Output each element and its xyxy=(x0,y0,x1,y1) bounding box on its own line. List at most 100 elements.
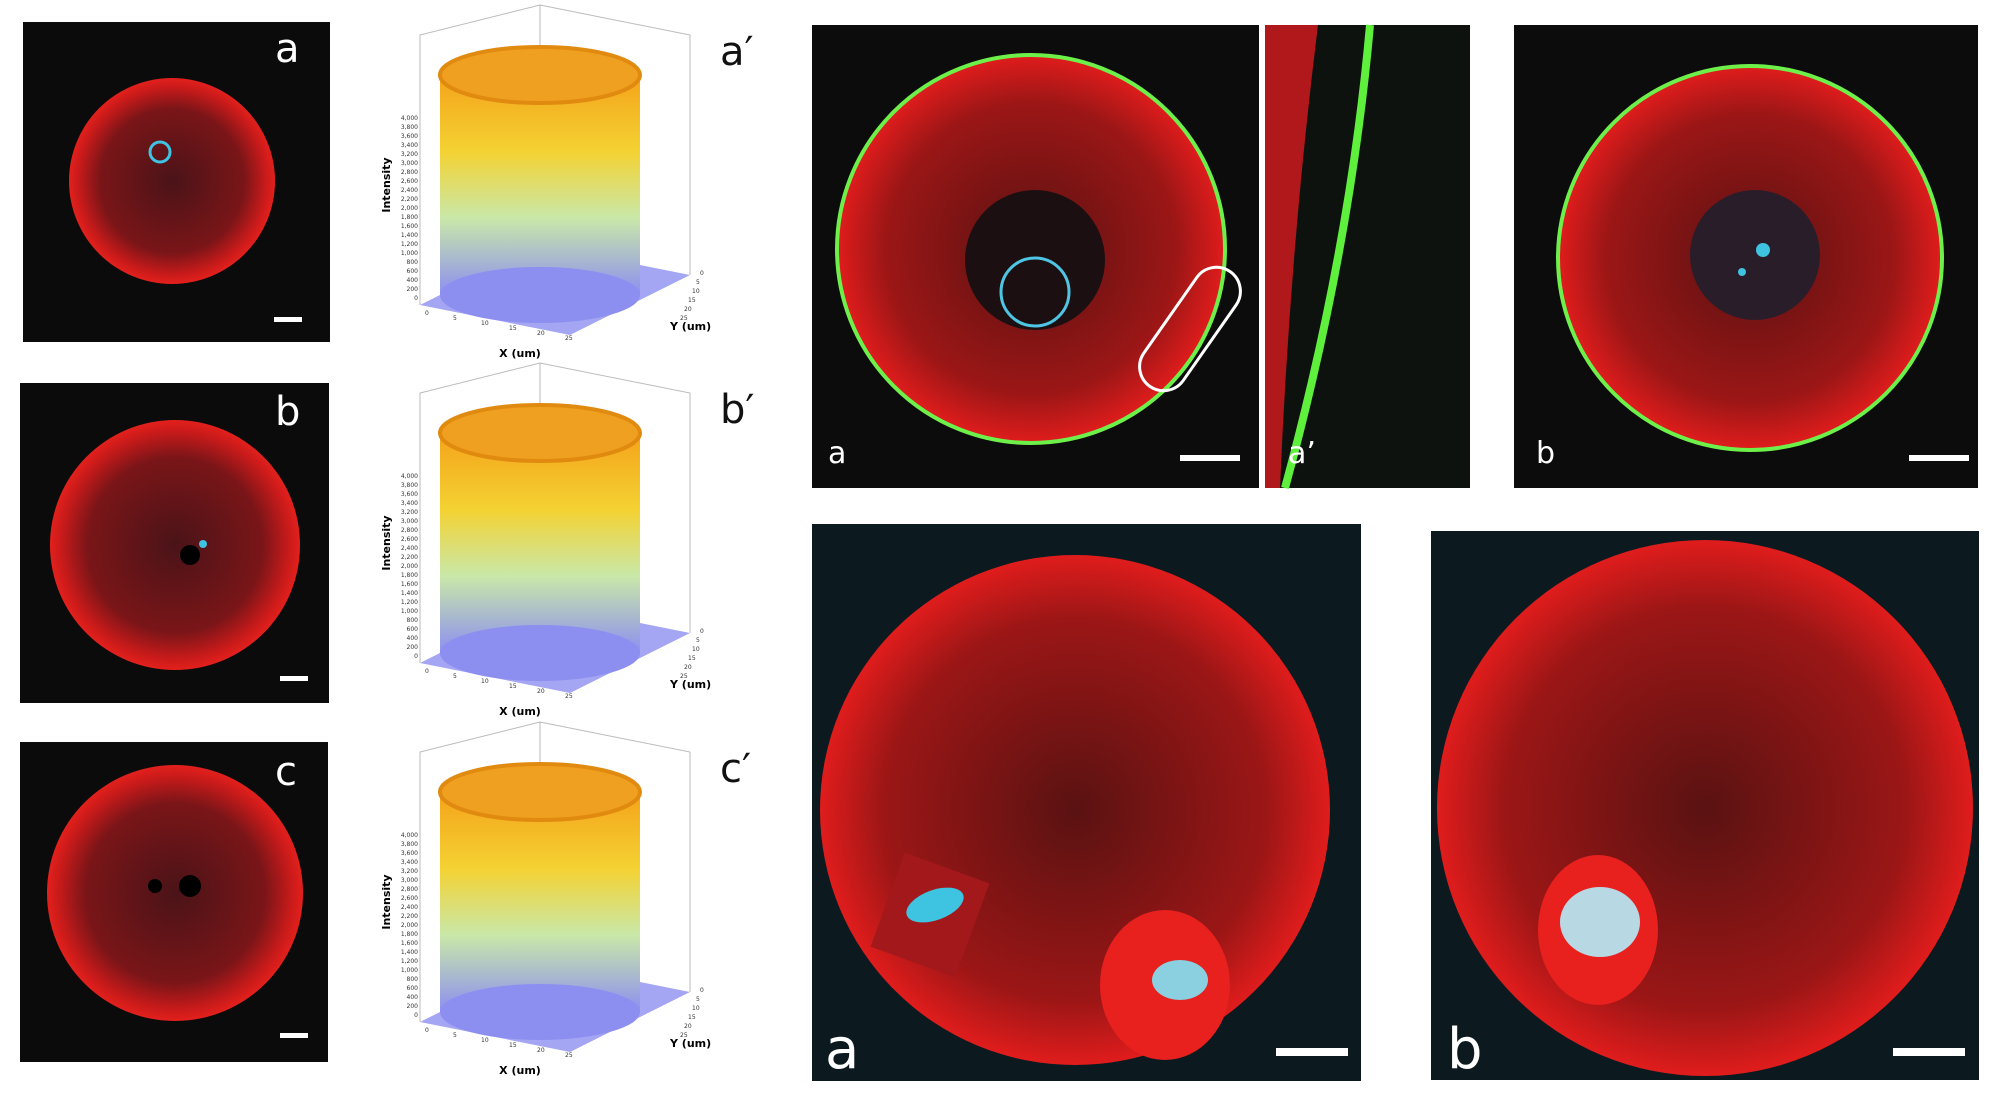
panel-label: a xyxy=(275,26,300,72)
intensity-tick-label: 1,200 xyxy=(401,958,418,965)
x-tick-label: 10 xyxy=(481,320,489,327)
intensity-tick-label: 2,600 xyxy=(401,178,418,185)
intensity-tick-label: 3,800 xyxy=(401,482,418,489)
y-axis-title: Intensity xyxy=(380,874,393,929)
intensity-tick-label: 2,000 xyxy=(401,205,418,212)
intensity-tick-label: 2,200 xyxy=(401,554,418,561)
intensity-tick-label: 1,600 xyxy=(401,581,418,588)
intensity-tick-label: 1,800 xyxy=(401,572,418,579)
x-tick-label: 0 xyxy=(425,1027,429,1034)
intensity-tick-label: 600 xyxy=(407,268,419,275)
intensity-tick-label: 800 xyxy=(407,259,419,266)
intensity-tick-label: 3,400 xyxy=(401,500,418,507)
x-tick-label: 5 xyxy=(453,1032,457,1039)
top-image-b xyxy=(1514,25,1978,488)
intensity-tick-label: 4,000 xyxy=(401,832,418,839)
intensity-tick-label: 3,600 xyxy=(401,850,418,857)
y-tick-label: 20 xyxy=(684,306,692,313)
intensity-tick-label: 2,400 xyxy=(401,187,418,194)
intensity-tick-label: 3,400 xyxy=(401,859,418,866)
x-tick-label: 10 xyxy=(481,1037,489,1044)
intensity-plots: 02004006008001,0001,2001,4001,6001,8002,… xyxy=(380,4,711,1077)
x-tick-label: 0 xyxy=(425,310,429,317)
intensity-tick-label: 2,000 xyxy=(401,922,418,929)
panel-label: c′ xyxy=(720,746,751,792)
y-tick-label: 10 xyxy=(692,1005,700,1012)
x-axis-title: X (um) xyxy=(499,705,541,718)
intensity-tick-label: 3,200 xyxy=(401,868,418,875)
intensity-tick-label: 0 xyxy=(414,1012,418,1019)
intensity-tick-label: 3,800 xyxy=(401,841,418,848)
z-axis-title: Y (um) xyxy=(669,1037,711,1050)
x-tick-label: 20 xyxy=(537,1047,545,1054)
intensity-tick-label: 1,800 xyxy=(401,214,418,221)
x-tick-label: 25 xyxy=(565,693,573,700)
cylinder-bottom xyxy=(440,267,640,323)
intensity-tick-label: 1,000 xyxy=(401,967,418,974)
x-axis-title: X (um) xyxy=(499,347,541,360)
intensity-tick-label: 200 xyxy=(407,1003,419,1010)
x-tick-label: 0 xyxy=(425,668,429,675)
x-tick-label: 25 xyxy=(565,335,573,342)
intensity-tick-label: 3,000 xyxy=(401,518,418,525)
x-tick-label: 15 xyxy=(509,325,517,332)
x-axis-title: X (um) xyxy=(499,1064,541,1077)
y-tick-label: 25 xyxy=(680,673,688,680)
panel-label: b xyxy=(275,389,300,435)
x-tick-label: 5 xyxy=(453,673,457,680)
cylinder-bottom xyxy=(440,625,640,681)
panel-label: a xyxy=(828,436,846,471)
y-tick-label: 10 xyxy=(692,288,700,295)
panel-label: b′ xyxy=(720,387,754,433)
intensity-tick-label: 2,800 xyxy=(401,886,418,893)
intensity-tick-label: 400 xyxy=(407,994,419,1001)
intensity-tick-label: 1,200 xyxy=(401,241,418,248)
intensity-tick-label: 3,000 xyxy=(401,160,418,167)
intensity-tick-label: 2,600 xyxy=(401,536,418,543)
top-image-a xyxy=(812,25,1259,488)
intensity-tick-label: 2,200 xyxy=(401,913,418,920)
y-tick-label: 15 xyxy=(688,1014,696,1021)
intensity-tick-label: 4,000 xyxy=(401,115,418,122)
intensity-tick-label: 600 xyxy=(407,985,419,992)
x-tick-label: 15 xyxy=(509,1042,517,1049)
panel-label: a’ xyxy=(1288,436,1316,471)
intensity-tick-label: 400 xyxy=(407,635,419,642)
intensity-tick-label: 800 xyxy=(407,617,419,624)
intensity-tick-label: 0 xyxy=(414,295,418,302)
intensity-tick-label: 1,200 xyxy=(401,599,418,606)
z-axis-title: Y (um) xyxy=(669,678,711,691)
cylinder-body xyxy=(440,75,640,295)
intensity-tick-label: 200 xyxy=(407,644,419,651)
intensity-tick-label: 2,000 xyxy=(401,563,418,570)
intensity-tick-label: 1,400 xyxy=(401,949,418,956)
intensity-tick-label: 3,600 xyxy=(401,491,418,498)
y-tick-label: 5 xyxy=(696,996,700,1003)
y-tick-label: 0 xyxy=(700,270,704,277)
y-tick-label: 15 xyxy=(688,655,696,662)
intensity-tick-label: 1,600 xyxy=(401,940,418,947)
intensity-tick-label: 2,800 xyxy=(401,169,418,176)
intensity-plot: 02004006008001,0001,2001,4001,6001,8002,… xyxy=(380,721,711,1077)
intensity-tick-label: 1,000 xyxy=(401,608,418,615)
x-tick-label: 20 xyxy=(537,330,545,337)
bottom-image-b xyxy=(1431,531,1979,1080)
y-tick-label: 20 xyxy=(684,1023,692,1030)
intensity-tick-label: 200 xyxy=(407,286,419,293)
intensity-tick-label: 3,200 xyxy=(401,151,418,158)
intensity-tick-label: 3,200 xyxy=(401,509,418,516)
x-tick-label: 5 xyxy=(453,315,457,322)
panel-label: c xyxy=(275,749,297,795)
left-image-c xyxy=(20,742,328,1062)
y-tick-label: 15 xyxy=(688,297,696,304)
cylinder-top xyxy=(438,403,642,463)
intensity-tick-label: 2,400 xyxy=(401,904,418,911)
intensity-tick-label: 1,000 xyxy=(401,250,418,257)
intensity-tick-label: 3,800 xyxy=(401,124,418,131)
bottom-image-a xyxy=(812,524,1361,1081)
intensity-tick-label: 1,400 xyxy=(401,232,418,239)
cylinder-top xyxy=(438,762,642,822)
y-axis-title: Intensity xyxy=(380,157,393,212)
intensity-tick-label: 3,600 xyxy=(401,133,418,140)
y-tick-label: 20 xyxy=(684,664,692,671)
